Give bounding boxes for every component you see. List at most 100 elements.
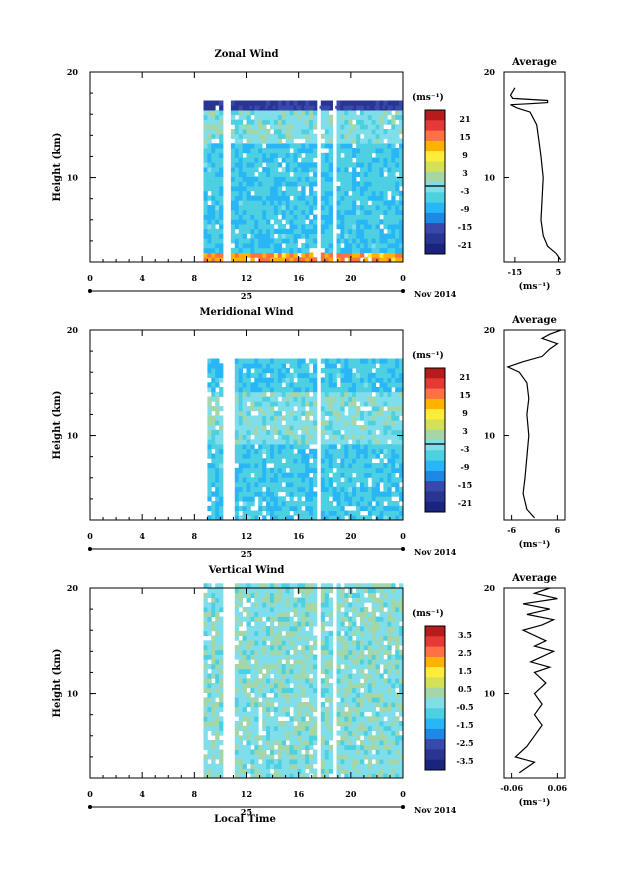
heatmap-cell bbox=[254, 238, 259, 244]
heatmap-cell bbox=[387, 453, 392, 459]
heatmap-cell bbox=[313, 510, 318, 516]
heatmap-cell bbox=[348, 171, 353, 177]
heatmap-cell bbox=[399, 592, 404, 598]
heatmap-cell bbox=[320, 592, 326, 598]
heatmap-cell bbox=[399, 477, 404, 483]
heatmap-cell bbox=[305, 387, 310, 393]
heatmap-cell bbox=[246, 129, 251, 135]
heatmap-cell bbox=[387, 228, 392, 234]
heatmap-cell bbox=[207, 171, 212, 177]
heatmap-cell bbox=[203, 138, 208, 144]
heatmap-cell bbox=[293, 387, 298, 393]
heatmap-cell bbox=[375, 730, 380, 736]
heatmap-cell bbox=[313, 439, 318, 445]
heatmap-cell bbox=[219, 588, 224, 594]
heatmap-cell bbox=[285, 129, 290, 135]
heatmap-cell bbox=[348, 406, 353, 412]
heatmap-cell bbox=[281, 668, 286, 674]
heatmap-cell bbox=[246, 152, 251, 158]
heatmap-cell bbox=[211, 763, 216, 769]
average-unit-label: (ms⁻¹) bbox=[519, 281, 551, 292]
heatmap-cell bbox=[399, 453, 404, 459]
heatmap-cell bbox=[375, 463, 380, 469]
heatmap-cell bbox=[258, 592, 263, 598]
colorbar-segment bbox=[425, 460, 445, 472]
heatmap-cell bbox=[203, 205, 208, 211]
heatmap-cell bbox=[305, 749, 310, 755]
heatmap-cell bbox=[281, 228, 286, 234]
heatmap-cell bbox=[254, 735, 259, 741]
heatmap-cell bbox=[367, 129, 373, 135]
heatmap-cell bbox=[242, 100, 247, 106]
heatmap-cell bbox=[313, 410, 318, 416]
heatmap-cell bbox=[360, 358, 365, 364]
heatmap-cell bbox=[360, 711, 365, 717]
heatmap-cell bbox=[305, 148, 310, 154]
heatmap-cell bbox=[277, 616, 283, 622]
heatmap-cell bbox=[399, 678, 404, 684]
heatmap-cell bbox=[340, 626, 345, 632]
heatmap-cell bbox=[293, 740, 298, 746]
heatmap-cell bbox=[277, 372, 283, 378]
heatmap-cell bbox=[371, 396, 376, 402]
heatmap-cell bbox=[289, 138, 294, 144]
heatmap-cell bbox=[336, 607, 341, 613]
heatmap-cell bbox=[262, 219, 267, 225]
heatmap-cell bbox=[324, 592, 330, 598]
heatmap-cell bbox=[383, 706, 388, 712]
heatmap-cell bbox=[266, 730, 271, 736]
heatmap-cell bbox=[207, 616, 212, 622]
heatmap-cell bbox=[230, 247, 236, 253]
heatmap-cell bbox=[301, 611, 306, 617]
heatmap-cell bbox=[305, 363, 310, 369]
heatmap-cell bbox=[344, 458, 349, 464]
heatmap-cell bbox=[309, 735, 314, 741]
heatmap-cell bbox=[324, 654, 330, 660]
heatmap-cell bbox=[391, 439, 396, 445]
heatmap-cell bbox=[285, 257, 290, 263]
heatmap-cell bbox=[324, 195, 330, 201]
heatmap-cell bbox=[328, 505, 333, 511]
heatmap-cell bbox=[242, 372, 247, 378]
heatmap-cell bbox=[273, 176, 279, 182]
heatmap-cell bbox=[207, 233, 212, 239]
heatmap-cell bbox=[301, 721, 306, 727]
heatmap-cell bbox=[250, 152, 255, 158]
heatmap-cell bbox=[367, 702, 373, 708]
heatmap-cell bbox=[344, 387, 349, 393]
heatmap-cell bbox=[336, 692, 341, 698]
heatmap-cell bbox=[371, 763, 376, 769]
heatmap-cell bbox=[234, 654, 240, 660]
heatmap-cell bbox=[219, 167, 224, 173]
heatmap-cell bbox=[266, 219, 271, 225]
heatmap-cell bbox=[219, 640, 224, 646]
heatmap-cell bbox=[340, 697, 345, 703]
heatmap-cell bbox=[234, 368, 240, 374]
heatmap-cell bbox=[273, 105, 279, 111]
heatmap-cell bbox=[211, 368, 216, 374]
heatmap-cell bbox=[246, 744, 251, 750]
heatmap-cell bbox=[375, 209, 380, 215]
heatmap-cell bbox=[258, 510, 263, 516]
heatmap-cell bbox=[360, 382, 365, 388]
heatmap-cell bbox=[289, 592, 294, 598]
heatmap-cell bbox=[293, 434, 298, 440]
heatmap-cell bbox=[285, 763, 290, 769]
heatmap-cell bbox=[242, 763, 247, 769]
heatmap-cell bbox=[242, 744, 247, 750]
heatmap-cell bbox=[387, 110, 392, 116]
heatmap-cell bbox=[320, 205, 326, 211]
heatmap-cell bbox=[371, 205, 376, 211]
heatmap-cell bbox=[375, 238, 380, 244]
heatmap-cell bbox=[344, 157, 349, 163]
heatmap-cell bbox=[266, 592, 271, 598]
heatmap-cell bbox=[293, 725, 298, 731]
heatmap-cell bbox=[289, 439, 294, 445]
heatmap-cell bbox=[250, 640, 255, 646]
heatmap-cell bbox=[336, 668, 341, 674]
heatmap-cell bbox=[258, 406, 263, 412]
heatmap-cell bbox=[250, 463, 255, 469]
heatmap-cell bbox=[207, 429, 212, 435]
heatmap-cell bbox=[219, 448, 224, 454]
heatmap-cell bbox=[375, 143, 380, 149]
